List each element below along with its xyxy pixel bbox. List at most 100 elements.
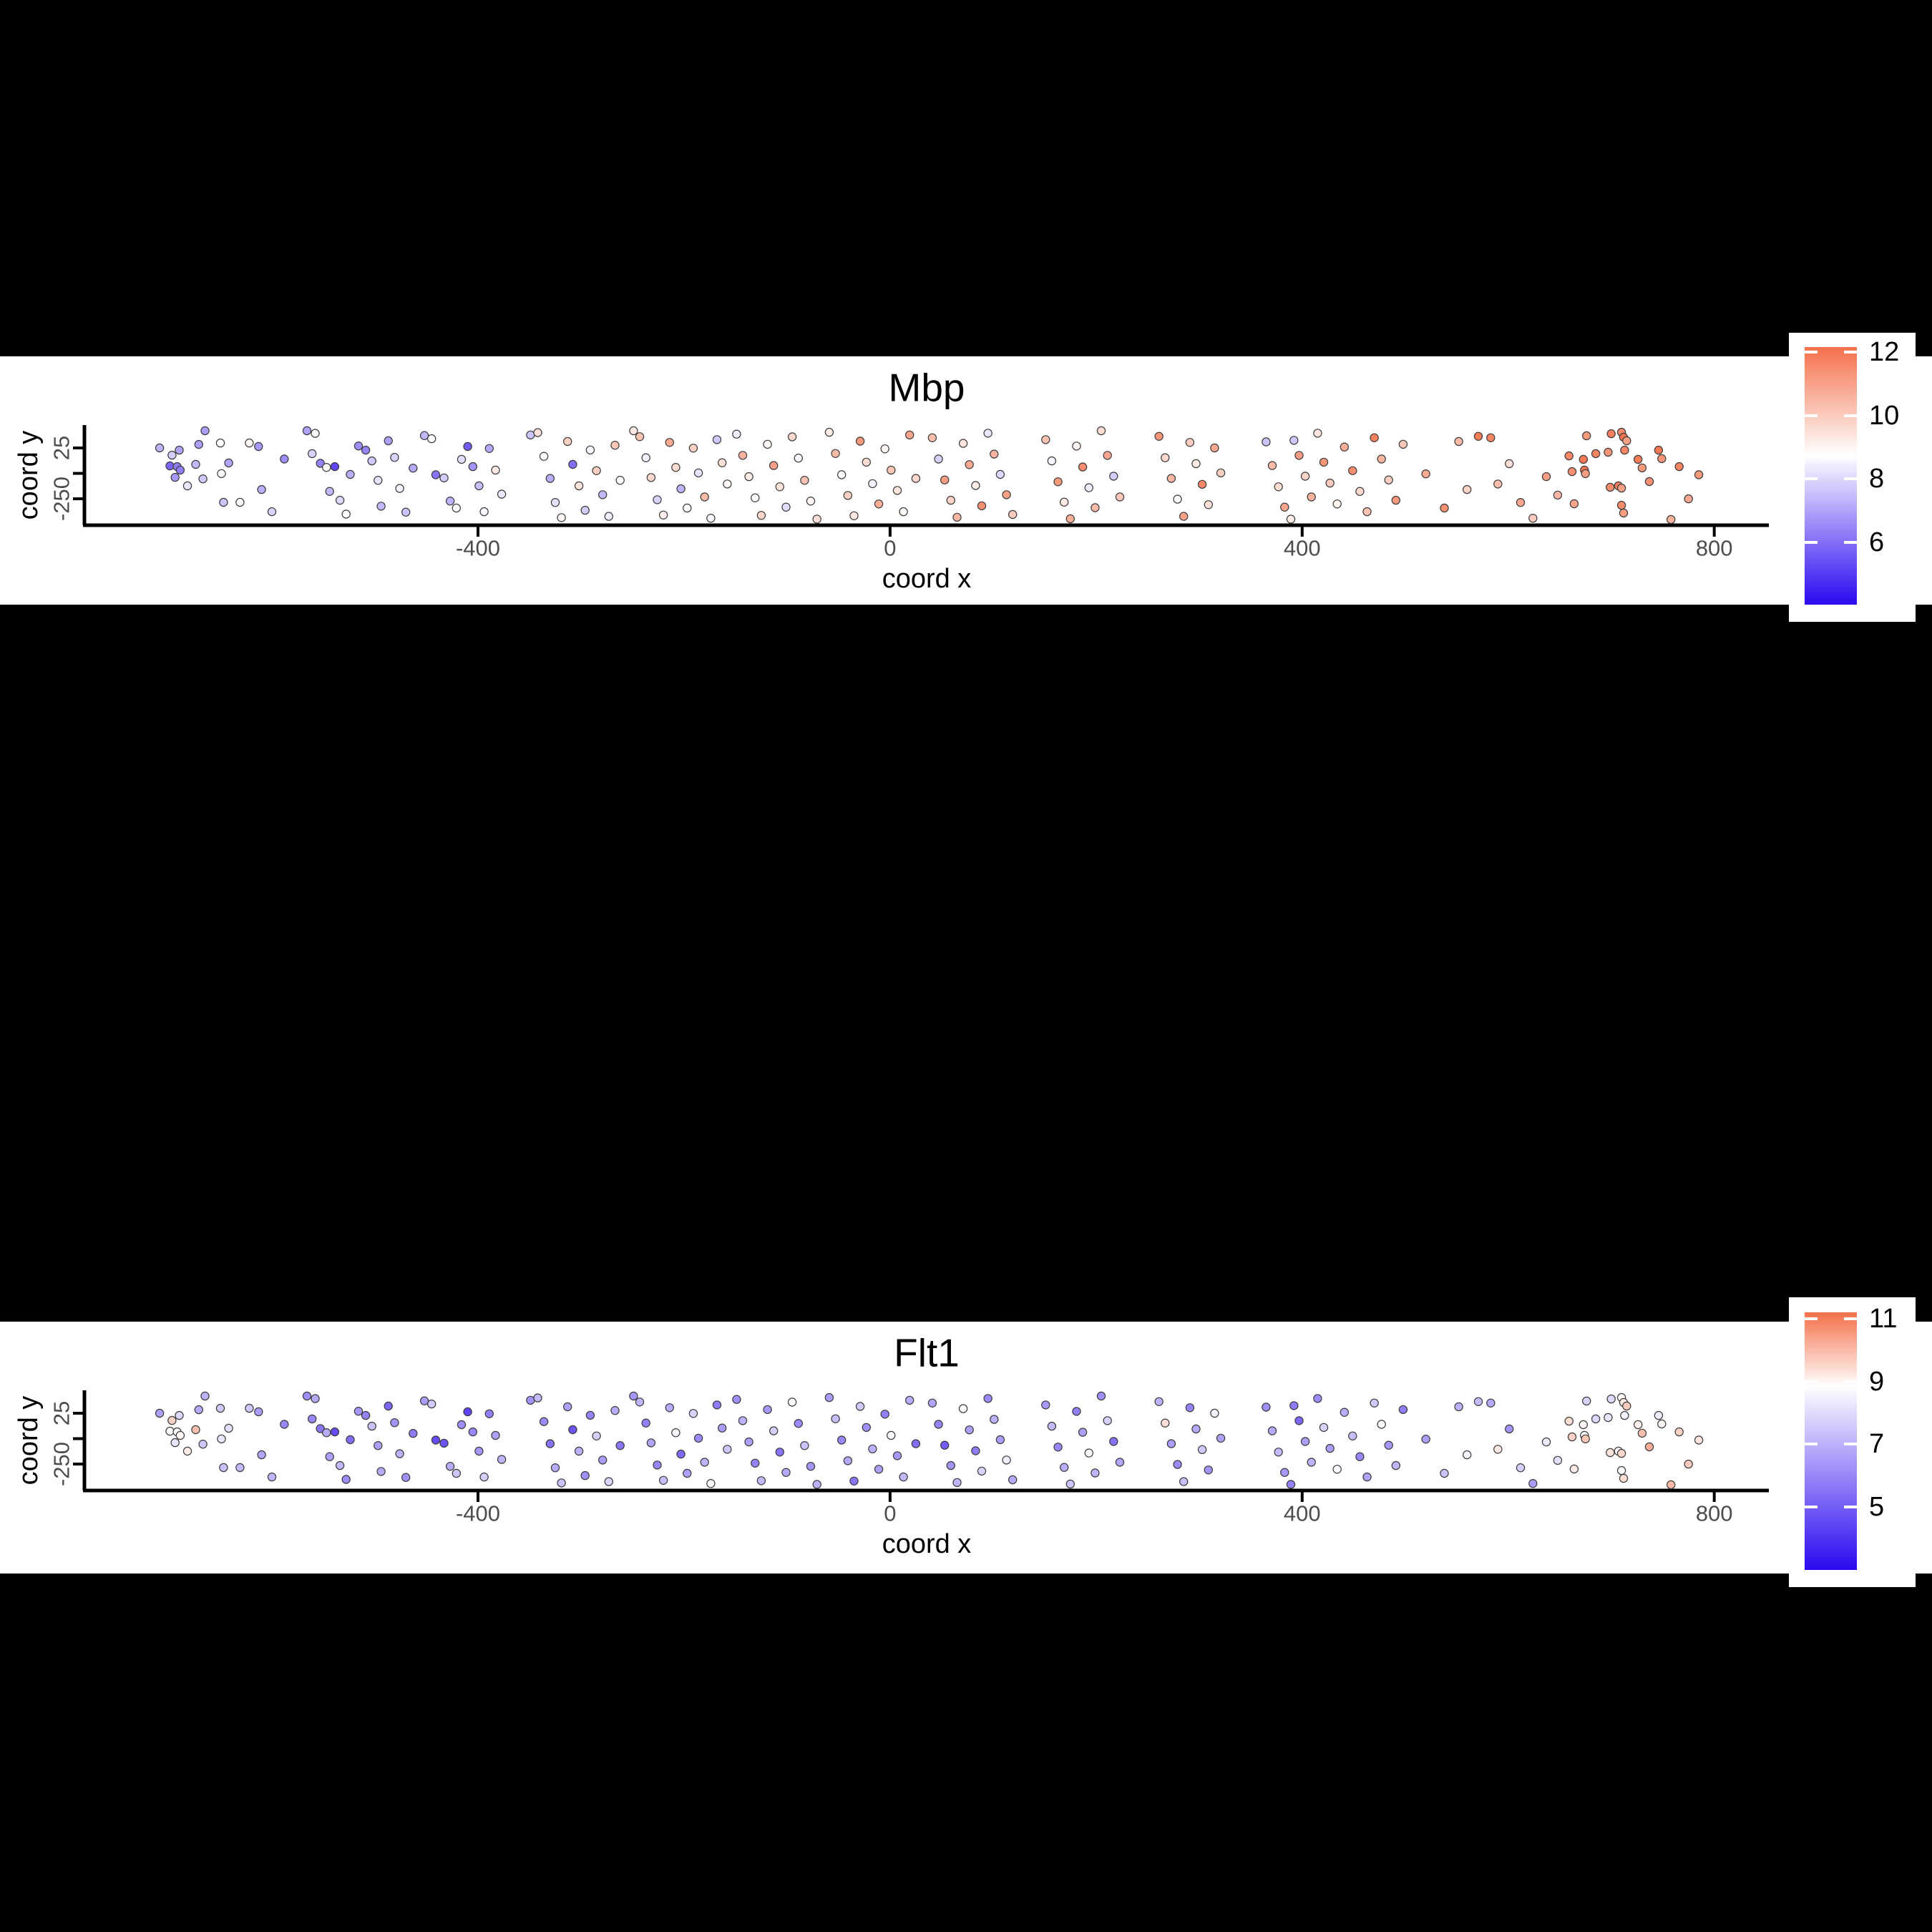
scatter-point [653,1460,662,1470]
scatter-point [1204,500,1214,509]
scatter-point [775,482,785,492]
scatter-point [806,1461,816,1471]
scatter-point [1619,508,1629,518]
scatter-point [927,1398,937,1408]
scatter-point [718,458,727,467]
scatter-point [491,1430,500,1440]
scatter-point [353,441,364,451]
scatter-point [1421,469,1430,479]
scatter-point [390,1418,399,1428]
scatter-point [1355,487,1365,496]
scatter-point [646,473,656,482]
scatter-point [574,481,584,491]
scatter-point [1606,1448,1615,1458]
scatter-point [1072,441,1081,451]
scatter-point [683,503,692,513]
scatter-point [1564,1416,1574,1426]
scatter-point [769,1426,779,1435]
scatter-point [868,479,877,489]
scatter-panel-mbp [73,425,1769,537]
scatter-point [1516,497,1526,507]
scatter-point [1657,454,1667,464]
scatter-point [983,429,992,438]
scatter-point [545,474,555,483]
scatter-point [245,438,254,448]
scatter-point [316,459,325,468]
scatter-point [219,497,228,507]
scatter-point [1504,1424,1514,1434]
scatter-point [688,444,698,453]
scatter-point [550,497,560,507]
scatter-point [474,481,484,491]
scatter-point [1115,1458,1125,1467]
scatter-point [794,1418,804,1428]
scatter-point [1325,1443,1335,1453]
scatter-point [977,501,987,511]
scatter-point [990,1415,999,1424]
scatter-point [1462,484,1472,494]
scatter-point [1185,438,1195,447]
scatter-point [1325,478,1335,488]
scatter-point [215,438,225,448]
scatter-point [763,1405,772,1415]
scatter-point [1340,442,1350,452]
scatter-point [463,441,472,452]
scatter-point [958,439,968,448]
scatter-point [1179,512,1189,521]
scatter-point [665,1403,675,1413]
scatter-point [419,431,429,440]
scatter-point [1377,1420,1386,1429]
scatter-point [191,1425,200,1435]
scatter-point [965,460,974,469]
scatter-point [267,1472,277,1482]
scatter-point [1684,494,1693,504]
scatter-point [1078,462,1088,472]
scatter-point [1191,1424,1201,1434]
x-axis-title: coord x [882,564,972,594]
scatter-point [580,1470,590,1480]
scatter-point [653,495,662,504]
scatter-point [683,1468,692,1478]
scatter-point [367,456,376,466]
scatter-point [1002,1455,1011,1465]
scatter-point [384,436,393,446]
scatter-point [1096,426,1106,436]
scatter-point [1072,1407,1081,1416]
scatter-point [484,1409,494,1419]
scatter-point [1109,472,1118,481]
scatter-point [1633,1420,1643,1430]
scatter-point [874,1465,884,1474]
scatter-point [431,1435,441,1445]
scatter-point [1191,459,1201,469]
scatter-point [1637,1428,1647,1438]
scatter-point [585,445,595,455]
scatter-point [1002,490,1011,499]
x-axis-title: coord x [882,1529,972,1559]
scatter-point [744,1437,753,1447]
colorbar-label: 5 [1869,1492,1885,1523]
scatter-point [308,449,317,459]
scatter-point [676,1449,686,1459]
scatter-point [335,1460,345,1470]
scatter-point [1313,1394,1322,1403]
colorbar-tick [1844,1506,1857,1509]
scatter-point [1620,1410,1629,1420]
scatter-point [712,1400,722,1410]
scatter-point [361,1410,371,1420]
scatter-point [1604,1413,1613,1423]
colorbar-tick [1805,1506,1818,1509]
scatter-point [952,1478,962,1488]
scatter-point [1267,1426,1277,1435]
scatter-point [1078,1428,1088,1437]
scatter-point [224,458,233,468]
scatter-point [598,1455,608,1465]
scatter-point [1486,433,1496,443]
scatter-point [1319,1423,1329,1433]
scatter-point [940,1440,950,1450]
scatter-point [1053,1443,1063,1452]
scatter-point [812,514,821,524]
scatter-point [1579,454,1588,464]
scatter-point [1370,1398,1379,1408]
scatter-point [1084,483,1094,492]
